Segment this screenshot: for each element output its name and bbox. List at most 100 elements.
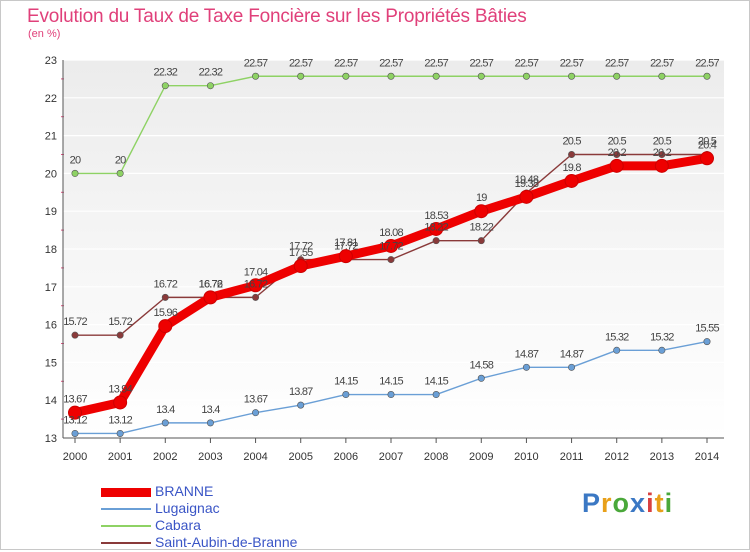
data-label: 20.2 xyxy=(608,147,627,159)
data-point xyxy=(522,363,530,371)
data-label: 16.72 xyxy=(244,278,268,290)
data-label: 22.57 xyxy=(379,57,403,69)
data-point xyxy=(568,363,576,371)
data-label: 20.5 xyxy=(698,136,717,148)
data-label: 15.32 xyxy=(605,331,629,343)
x-tick-label: 2000 xyxy=(63,451,87,463)
line-chart: 13 14 15 16 17 18 19 20 21 22 23 2000 2001 2002 2003 20… xyxy=(45,55,724,463)
data-label: 22.32 xyxy=(154,67,178,79)
data-label: 15.72 xyxy=(108,316,132,328)
data-label: 20.5 xyxy=(653,136,672,148)
x-tick-label: 2010 xyxy=(514,451,538,463)
data-label: 22.57 xyxy=(515,57,539,69)
data-label: 15.55 xyxy=(695,323,719,335)
legend: BRANNE Lugaignac Cabara Saint-Aubin-de-Bran… xyxy=(101,483,361,552)
data-point xyxy=(429,221,444,236)
data-label: 20 xyxy=(70,154,81,166)
x-tick-label: 2014 xyxy=(695,451,719,463)
data-label: 13.67 xyxy=(63,394,87,406)
data-point xyxy=(477,374,485,382)
data-label: 13.12 xyxy=(108,414,132,426)
x-tick-label: 2008 xyxy=(424,451,448,463)
data-label: 22.57 xyxy=(650,57,674,69)
data-point xyxy=(387,72,395,80)
data-point xyxy=(297,401,305,409)
data-point xyxy=(161,419,169,427)
data-label: 20 xyxy=(115,154,126,166)
data-point xyxy=(609,158,624,173)
data-label: 18.22 xyxy=(424,222,448,234)
data-point xyxy=(432,72,440,80)
data-point xyxy=(161,82,169,90)
data-label: 17.72 xyxy=(289,241,313,253)
data-label: 22.57 xyxy=(695,57,719,69)
data-label: 13.4 xyxy=(201,404,220,416)
y-tick-label: 15 xyxy=(45,357,57,369)
legend-item: Lugaignac xyxy=(101,500,361,518)
data-point xyxy=(297,72,305,80)
logo-letter: i xyxy=(646,488,655,518)
y-tick-label: 13 xyxy=(45,433,57,445)
data-label: 18.53 xyxy=(424,210,448,222)
data-label: 13.67 xyxy=(244,394,268,406)
data-point xyxy=(71,429,79,437)
x-tick-label: 2009 xyxy=(469,451,493,463)
y-tick-label: 17 xyxy=(45,282,57,294)
data-point xyxy=(116,169,124,177)
data-point xyxy=(338,249,353,264)
x-tick-label: 2007 xyxy=(379,451,403,463)
data-point xyxy=(387,256,395,264)
data-point xyxy=(71,169,79,177)
y-tick-label: 20 xyxy=(45,168,57,180)
data-label: 18.22 xyxy=(470,222,494,234)
data-label: 18.08 xyxy=(379,227,403,239)
x-tick-label: 2002 xyxy=(153,451,177,463)
data-point xyxy=(432,237,440,245)
data-label: 22.32 xyxy=(199,67,223,79)
logo-letter: x xyxy=(630,488,647,518)
logo-letter: r xyxy=(601,488,613,518)
logo-letter: t xyxy=(654,488,665,518)
data-label: 15.32 xyxy=(650,331,674,343)
data-label: 22.57 xyxy=(560,57,584,69)
data-point xyxy=(613,151,621,159)
legend-swatch xyxy=(101,525,151,527)
legend-label: Saint-Aubin-de-Branne xyxy=(155,534,298,550)
data-label: 22.57 xyxy=(334,57,358,69)
legend-swatch xyxy=(101,487,151,497)
data-label: 15.72 xyxy=(63,316,87,328)
data-point xyxy=(342,391,350,399)
data-point xyxy=(384,238,398,253)
data-point xyxy=(252,72,260,80)
data-label: 16.76 xyxy=(199,278,223,290)
data-label: 17.04 xyxy=(244,266,268,278)
y-tick-label: 19 xyxy=(45,206,57,218)
data-point xyxy=(477,72,485,80)
y-tick-label: 23 xyxy=(45,55,57,67)
data-point xyxy=(568,72,576,80)
y-tick-label: 14 xyxy=(45,395,57,407)
data-point xyxy=(564,173,579,188)
legend-swatch xyxy=(101,542,151,544)
data-label: 20.5 xyxy=(562,136,581,148)
data-label: 14.15 xyxy=(424,376,448,388)
logo-letter: P xyxy=(582,488,602,518)
legend-item: BRANNE xyxy=(101,483,361,501)
data-point xyxy=(206,419,214,427)
data-label: 16.72 xyxy=(154,278,178,290)
data-point xyxy=(113,395,128,410)
data-point xyxy=(116,429,124,437)
data-label: 22.57 xyxy=(605,57,629,69)
legend-item: Saint-Aubin-de-Branne xyxy=(101,534,361,552)
data-point xyxy=(293,259,308,274)
logo-letter: i xyxy=(664,488,674,518)
data-point xyxy=(387,391,395,399)
data-point xyxy=(568,151,576,159)
data-label: 16.72 xyxy=(199,278,223,290)
data-point xyxy=(206,82,214,90)
data-point xyxy=(342,72,350,80)
data-point xyxy=(158,319,173,334)
data-label: 14.58 xyxy=(470,359,494,371)
data-point xyxy=(71,331,79,339)
logo-letter: o xyxy=(612,488,631,518)
